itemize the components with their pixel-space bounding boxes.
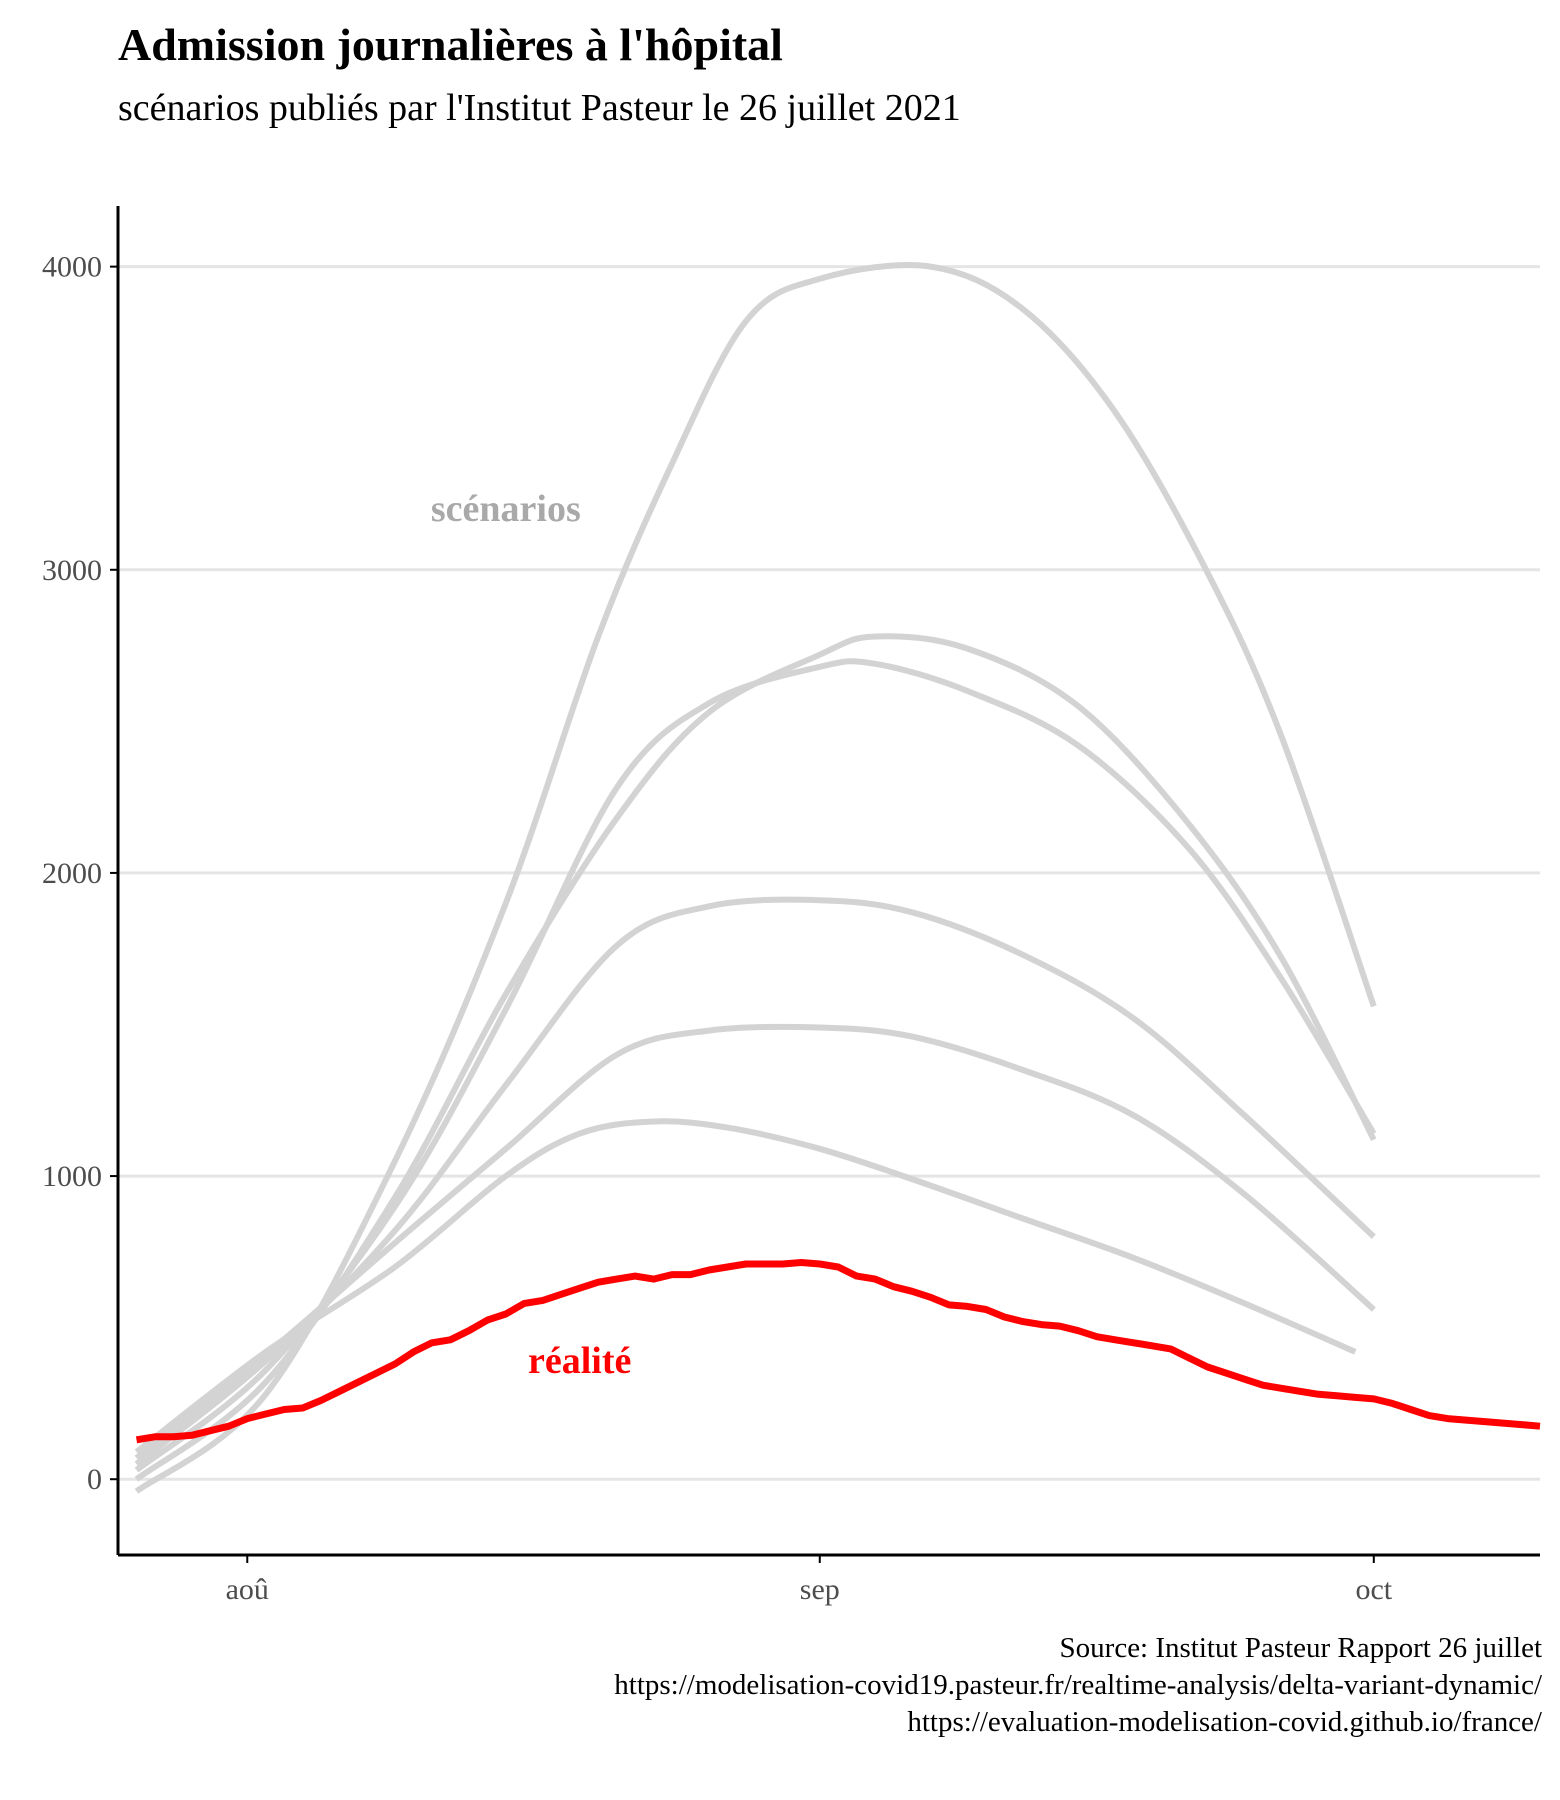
scenario-line-5 [134,1023,1376,1461]
caption-source-line: Source: Institut Pasteur Rapport 26 juil… [1059,1632,1542,1664]
y-tick-label: 1000 [42,1160,102,1193]
y-tick-label: 2000 [42,857,102,890]
scenario-line-2 [134,633,1377,1482]
scenario-line-6 [134,1118,1357,1455]
reality-line [135,1259,1541,1444]
y-tick-label: 3000 [42,554,102,587]
x-tick-label: sep [800,1573,840,1606]
y-tick-label: 4000 [42,251,102,284]
axes: 0 1000 2000 3000 4000 aoû sep oct [42,206,1540,1606]
x-tick-label: oct [1355,1573,1392,1606]
chart-subtitle: scénarios publiés par l'Institut Pasteur… [118,87,961,129]
grid-lines [118,265,1540,1481]
series-lines [134,262,1541,1494]
chart-title: Admission journalières à l'hôpital [118,19,783,70]
scenario-line-3 [134,658,1377,1473]
annotations: scénarios réalité [431,488,631,1382]
caption-url-line-1: https://modelisation-covid19.pasteur.fr/… [614,1669,1542,1701]
x-tick-label: aoû [226,1573,269,1606]
source-caption: Source: Institut Pasteur Rapport 26 juil… [614,1630,1542,1741]
scenario-line-4 [134,896,1376,1467]
caption-url-line-2: https://evaluation-modelisation-covid.gi… [907,1706,1542,1738]
y-tick-label: 0 [87,1463,102,1496]
scenarios-label: scénarios [431,488,581,530]
scenario-line-1 [134,262,1377,1494]
reality-label: réalité [528,1340,631,1382]
